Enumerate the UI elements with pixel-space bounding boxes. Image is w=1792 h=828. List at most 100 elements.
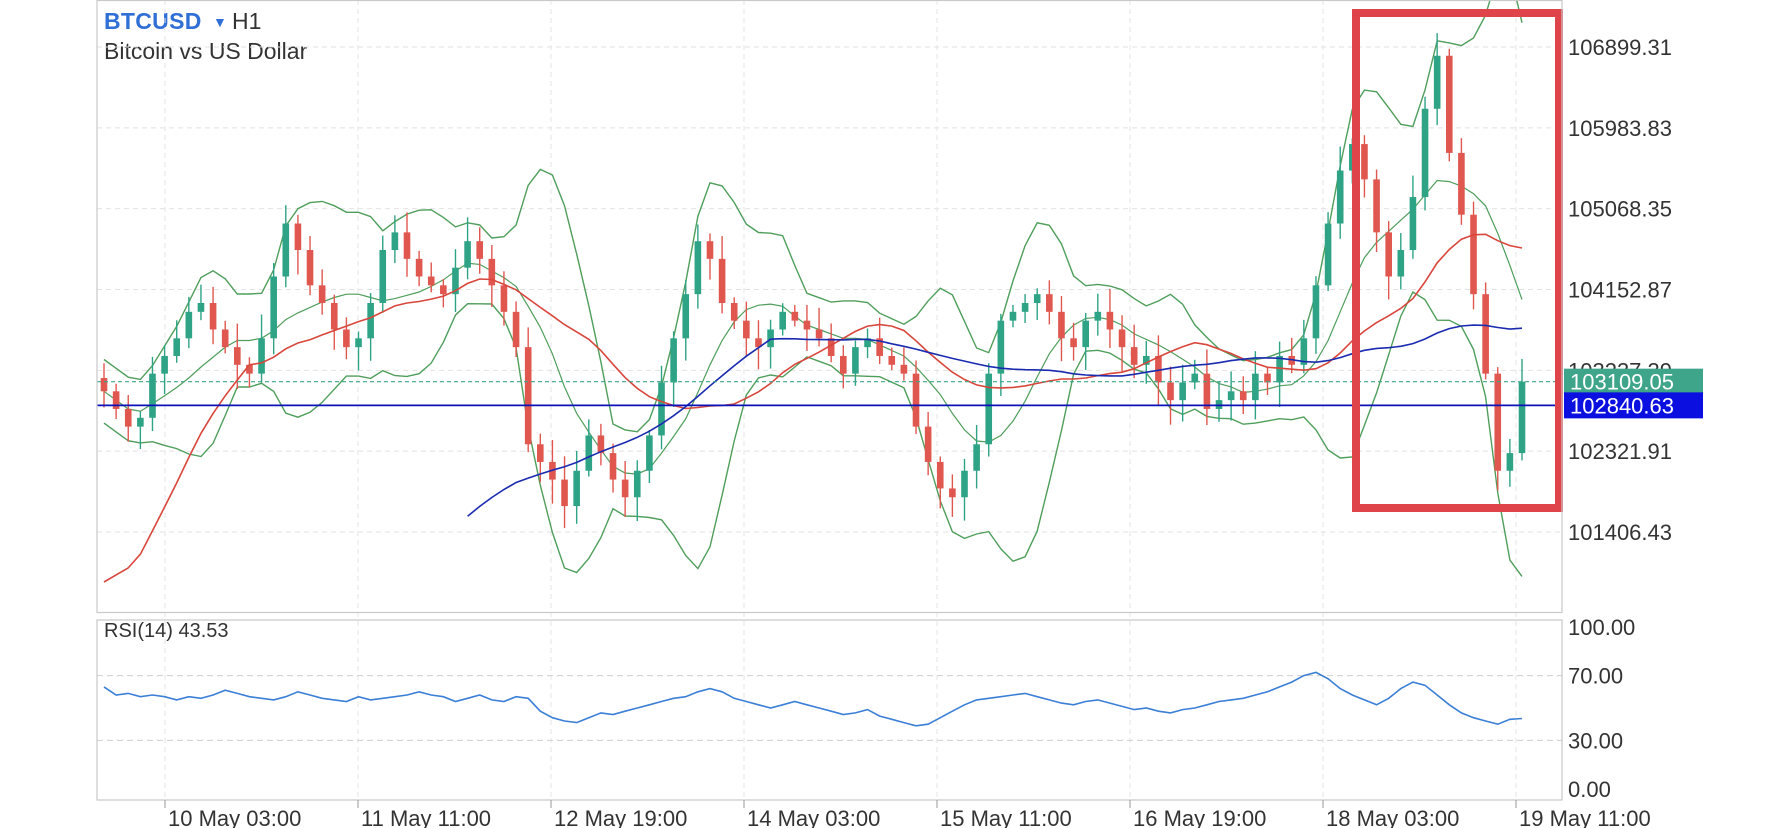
candle-body <box>1458 152 1465 215</box>
candle-body <box>282 223 290 277</box>
bollinger-middle <box>103 179 1523 475</box>
candle-body <box>415 258 423 277</box>
candle-body <box>512 311 520 348</box>
candle-body <box>924 426 932 462</box>
candle-body <box>767 329 774 348</box>
candle-body <box>100 378 108 392</box>
candle-body <box>367 302 374 339</box>
candle-body <box>488 258 496 286</box>
candle-body <box>112 391 120 409</box>
candle-body <box>658 382 665 436</box>
candle-body <box>985 373 993 445</box>
candle-body <box>1191 373 1199 383</box>
candle-body <box>815 329 823 339</box>
candle-body <box>621 479 629 498</box>
candle-body <box>561 479 568 507</box>
timeframe-label[interactable]: H1 <box>232 8 262 34</box>
candle-body <box>379 250 387 303</box>
time-tick-label: 16 May 19:00 <box>1133 806 1266 828</box>
candlestick-series <box>100 33 1526 529</box>
rsi-label: RSI(14) 43.53 <box>104 620 229 642</box>
candle-body <box>682 294 690 339</box>
candle-body <box>343 329 350 348</box>
candle-body <box>743 320 750 339</box>
candle-body <box>864 338 871 348</box>
candle-body <box>1167 382 1174 401</box>
ma-fast-line <box>103 233 1523 583</box>
rsi-panel-frame <box>96 619 1563 801</box>
candle-body <box>185 311 193 339</box>
rsi-tick-label: 100.00 <box>1568 615 1635 640</box>
time-tick-label: 18 May 03:00 <box>1326 806 1459 828</box>
horizontal-price-line[interactable] <box>97 381 1562 407</box>
candle-body <box>209 302 217 330</box>
price-tick-label: 106899.31 <box>1568 35 1672 60</box>
candle-body <box>197 302 205 312</box>
current-price-tag <box>1564 368 1703 395</box>
candle-body <box>270 276 277 339</box>
candle-body <box>500 285 508 312</box>
candle-body <box>633 470 641 498</box>
candle-body <box>779 311 787 330</box>
candle-body <box>124 408 132 427</box>
candle-body <box>670 338 677 383</box>
price-tick-label: 101406.43 <box>1568 520 1672 545</box>
candle-body <box>173 338 181 356</box>
candle-body <box>900 364 908 374</box>
candle-body <box>961 470 968 498</box>
axes: 106899.31105983.83105068.35104152.871032… <box>96 0 1672 828</box>
time-tick-label: 11 May 11:00 <box>361 806 491 828</box>
candle-body <box>1155 355 1162 383</box>
candle-body <box>973 444 980 471</box>
candle-body <box>852 347 859 374</box>
symbol-dropdown-icon[interactable]: ▼ <box>213 14 227 30</box>
candle-body <box>876 338 883 356</box>
time-tick-label: 15 May 11:00 <box>940 806 1072 828</box>
candle-body <box>1009 311 1017 321</box>
candle-body <box>1324 223 1332 286</box>
candle-body <box>1179 382 1186 401</box>
candle-body <box>1021 302 1029 312</box>
candle-body <box>1106 311 1114 330</box>
candle-body <box>1082 320 1089 348</box>
candle-body <box>1445 55 1453 153</box>
candle-body <box>1433 55 1441 109</box>
candle-body <box>1130 347 1138 365</box>
candle-body <box>839 355 847 374</box>
candle-body <box>997 320 1005 374</box>
candle-body <box>330 302 338 330</box>
candle-body <box>306 250 314 286</box>
candle-body <box>355 338 362 348</box>
candle-body <box>1227 391 1235 401</box>
candle-body <box>803 320 811 330</box>
candle-body <box>318 285 326 303</box>
candle-body <box>609 453 617 480</box>
candle-body <box>1312 285 1320 339</box>
candle-body <box>936 461 944 489</box>
candle-body <box>137 417 144 427</box>
current-price-tag-text: 103109.05 <box>1570 370 1674 395</box>
highlight-rectangle <box>1352 9 1563 512</box>
highlight-box <box>1352 9 1563 512</box>
candle-body <box>730 302 738 321</box>
candle-body <box>1276 355 1283 383</box>
candle-body <box>1070 338 1077 348</box>
price-tick-label: 102321.91 <box>1568 439 1672 464</box>
time-tick-label: 19 May 11:00 <box>1519 806 1651 828</box>
rsi-tick-label: 70.00 <box>1568 664 1623 689</box>
line-price-tag-text: 102840.63 <box>1570 393 1674 418</box>
symbol-label[interactable]: BTCUSD <box>104 8 202 34</box>
candle-body <box>573 470 580 507</box>
candle-body <box>718 258 726 303</box>
candle-body <box>694 241 702 295</box>
candle-body <box>537 444 544 462</box>
candle-body <box>1239 391 1247 401</box>
candle-body <box>1494 373 1502 471</box>
candle-body <box>949 488 956 498</box>
bollinger-bands <box>103 0 1523 577</box>
candle-body <box>1094 311 1102 321</box>
candle-body <box>912 373 920 427</box>
candle-body <box>1385 232 1392 277</box>
time-tick-label: 12 May 19:00 <box>554 806 687 828</box>
